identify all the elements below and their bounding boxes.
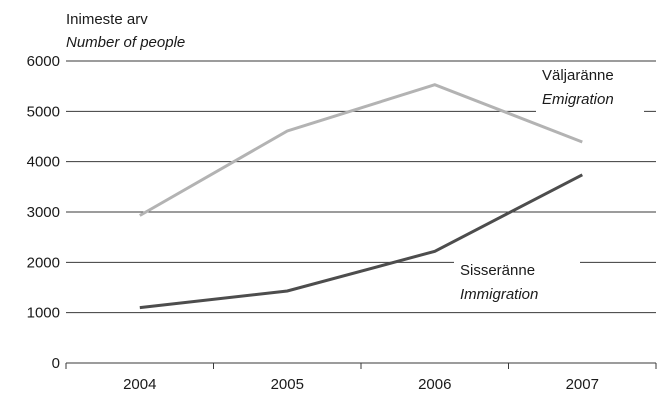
y-tick-label-2000: 2000 bbox=[27, 254, 60, 271]
y-tick-label-0: 0 bbox=[52, 355, 60, 372]
emigration-label-bg bbox=[536, 64, 644, 116]
immigration-line bbox=[139, 173, 583, 310]
axes bbox=[65, 362, 657, 369]
immigration-label-en: Immigration bbox=[460, 286, 538, 303]
emigration-line bbox=[139, 83, 583, 217]
y-tick-label-4000: 4000 bbox=[27, 154, 60, 171]
y-tick-label-3000: 3000 bbox=[27, 204, 60, 221]
emigration-label: Väljaränne bbox=[542, 67, 614, 84]
gridlines bbox=[66, 60, 656, 314]
y-axis-title-en: Number of people bbox=[66, 34, 185, 51]
y-axis-title: Inimeste arv bbox=[66, 11, 148, 28]
y-tick-label-1000: 1000 bbox=[27, 305, 60, 322]
y-tick-labels: 0 1000 2000 3000 4000 5000 6000 bbox=[27, 53, 60, 372]
immigration-label-bg bbox=[454, 253, 580, 305]
emigration-label-en: Emigration bbox=[542, 91, 614, 108]
x-tick-label-2004: 2004 bbox=[123, 376, 156, 393]
series-lines bbox=[139, 83, 583, 310]
x-tick-label-2006: 2006 bbox=[418, 376, 451, 393]
x-tick-labels: 2004 2005 2006 2007 bbox=[123, 376, 599, 393]
immigration-label: Sisseränne bbox=[460, 262, 535, 279]
x-tick-label-2007: 2007 bbox=[566, 376, 599, 393]
x-tick-label-2005: 2005 bbox=[271, 376, 304, 393]
y-tick-label-5000: 5000 bbox=[27, 103, 60, 120]
y-tick-label-6000: 6000 bbox=[27, 53, 60, 70]
